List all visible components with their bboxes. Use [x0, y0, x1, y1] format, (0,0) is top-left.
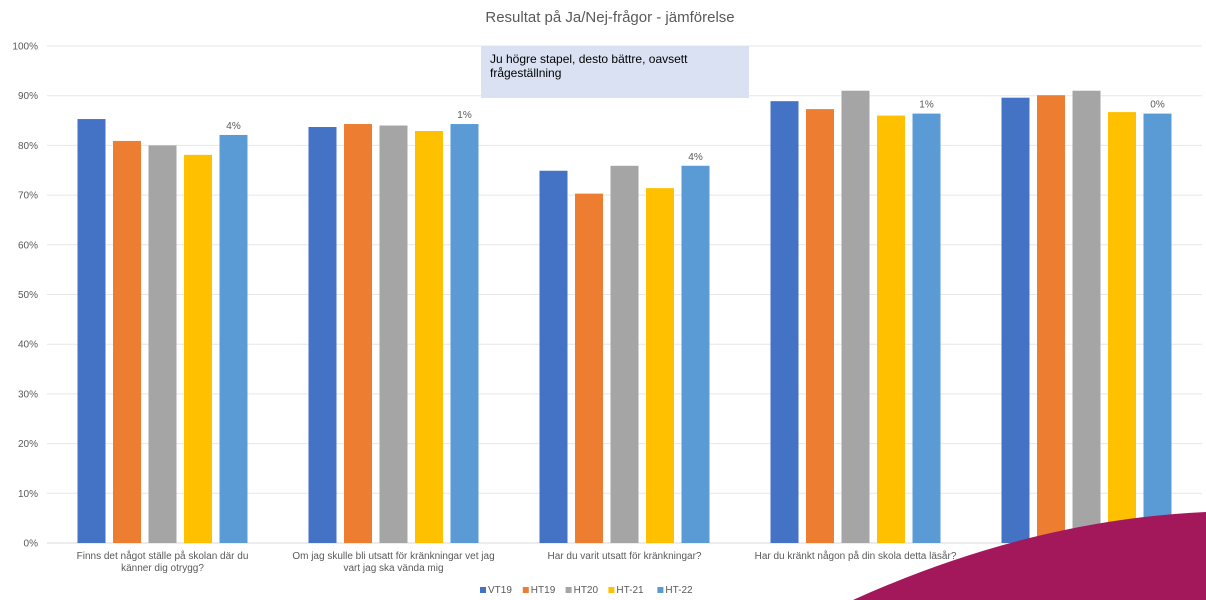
legend-label: HT20	[574, 585, 599, 596]
legend: VT19 HT19 HT20 HT-21 HT-22	[480, 585, 693, 596]
bar	[77, 119, 106, 544]
legend-swatch	[565, 587, 572, 593]
x-tick-label: Finns det något ställe på skolan där du k…	[77, 550, 249, 574]
x-tick-label: Om jag skulle bli utsatt för kränkningar…	[292, 551, 494, 574]
bar	[1108, 112, 1136, 543]
data-label: 0%	[1150, 100, 1165, 111]
legend-label: HT-21	[616, 585, 644, 596]
data-label: 1%	[457, 110, 472, 121]
legend-label: HT19	[531, 585, 556, 596]
legend-swatch	[522, 587, 529, 593]
annotation-text: Ju högre stapel, desto bättre, oavsett	[490, 52, 688, 66]
bar	[1001, 97, 1030, 544]
bar	[646, 188, 674, 543]
x-tick-label: Har du varit utsatt för kränkningar?	[548, 551, 702, 562]
legend-label: HT-22	[665, 585, 693, 596]
bar	[770, 101, 799, 544]
bar	[415, 130, 443, 543]
bar	[148, 145, 177, 543]
bar	[575, 193, 603, 543]
annotation-text: frågeställning	[490, 66, 561, 80]
decorative-circle-shape	[853, 512, 1206, 600]
data-label: 4%	[688, 152, 703, 163]
bar	[219, 134, 248, 543]
legend-swatch	[480, 587, 486, 593]
bar	[681, 165, 710, 544]
y-tick-label: 20%	[18, 439, 38, 450]
y-tick-label: 30%	[18, 389, 38, 400]
data-label: 4%	[226, 121, 241, 132]
bar	[841, 90, 870, 543]
bar	[344, 124, 372, 544]
bars	[77, 90, 1172, 544]
annotation-box: Ju högre stapel, desto bättre, oavsettfr…	[481, 46, 749, 98]
y-axis-ticks: 0% 10% 20% 30% 40% 50% 60% 70% 80% 90% 100%	[12, 42, 38, 550]
bar	[539, 170, 568, 543]
y-tick-label: 40%	[18, 340, 38, 351]
bar	[1072, 90, 1101, 543]
x-tick-label: Har du kränkt någon på din skola detta l…	[755, 550, 957, 562]
bar	[450, 124, 479, 544]
bar	[184, 154, 212, 543]
y-tick-label: 50%	[18, 290, 38, 301]
bar	[806, 109, 834, 543]
y-tick-label: 100%	[12, 42, 38, 53]
bar	[379, 125, 408, 544]
annotation-background	[481, 46, 749, 98]
y-tick-label: 60%	[18, 240, 38, 251]
legend-label: VT19	[488, 585, 512, 596]
bar	[610, 165, 639, 544]
bar	[877, 115, 905, 543]
y-tick-label: 10%	[18, 489, 38, 500]
bar	[1037, 95, 1065, 543]
chart-title: Resultat på Ja/Nej-frågor - jämförelse	[485, 9, 734, 26]
legend-swatch	[608, 587, 615, 593]
bar	[113, 140, 141, 543]
bar	[1143, 113, 1172, 543]
y-tick-label: 0%	[24, 539, 39, 550]
data-label: 1%	[919, 100, 934, 111]
data-labels: 4% 1% 4% 1% 0%	[226, 100, 1165, 163]
bar	[912, 113, 941, 543]
bar	[308, 127, 337, 544]
y-tick-label: 90%	[18, 91, 38, 102]
legend-swatch	[657, 587, 664, 593]
y-tick-label: 70%	[18, 191, 38, 202]
y-tick-label: 80%	[18, 141, 38, 152]
